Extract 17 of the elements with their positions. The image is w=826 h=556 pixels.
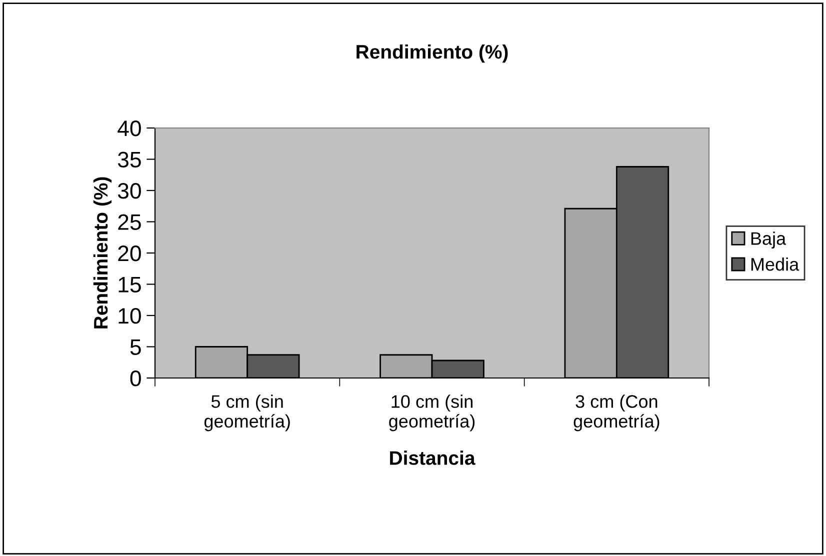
- y-tick-label: 25: [118, 214, 141, 230]
- y-tick-label: 30: [118, 183, 141, 199]
- y-tick-label: 15: [118, 277, 141, 293]
- legend-label: Baja: [751, 232, 786, 248]
- y-tick-label: 20: [118, 246, 141, 262]
- y-axis-title: Rendimiento (%): [93, 177, 112, 328]
- y-tick-label: 0: [130, 370, 141, 386]
- x-axis-title: Distancia: [390, 450, 476, 465]
- x-tick-label: 10 cm (sin geometría): [389, 394, 475, 432]
- y-tick-label: 35: [118, 152, 141, 168]
- x-tick-label: 3 cm (Con geometría): [574, 394, 660, 432]
- y-tick-label: 10: [118, 308, 141, 324]
- y-tick-label: 5: [130, 340, 141, 356]
- y-tick-label: 40: [118, 120, 141, 136]
- x-tick-label: 5 cm (sin geometría): [204, 394, 290, 432]
- legend-label: Media: [751, 258, 800, 271]
- chart-title: Rendimiento (%): [356, 44, 508, 63]
